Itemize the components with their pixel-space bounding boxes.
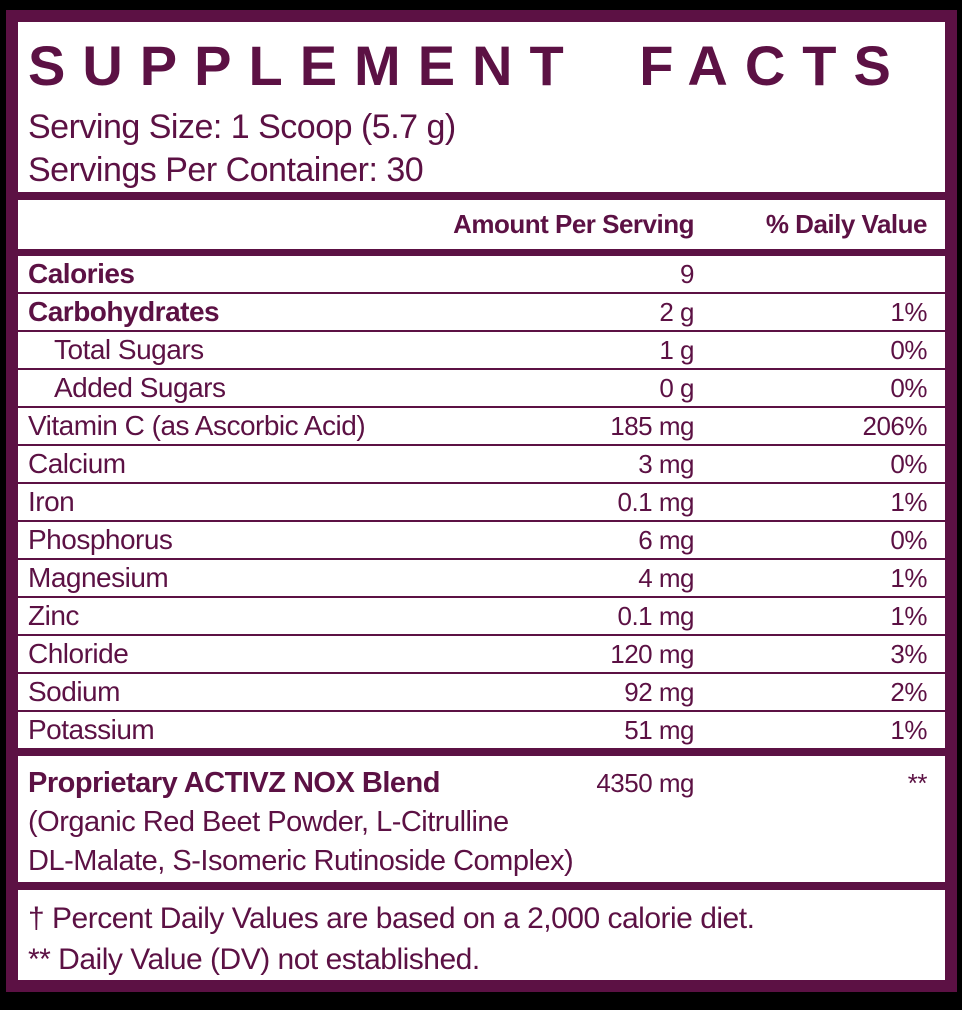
blend-ingredients-line2: DL-Malate, S-Isomeric Rutinoside Complex…	[28, 845, 574, 877]
nutrient-amount: 3 mg	[638, 448, 694, 479]
nutrient-amount: 185 mg	[610, 410, 694, 441]
proprietary-blend-panel: Proprietary ACTIVZ NOX Blend 4350 mg ** …	[18, 756, 945, 882]
nutrient-name: Carbohydrates	[28, 296, 220, 327]
nutrient-name: Phosphorus	[28, 524, 173, 555]
screenshot-background: { "title": "SUPPLEMENT FACTS", "serving"…	[0, 10, 962, 1010]
nutrient-row: Sodium 92 mg 2%	[18, 672, 945, 710]
nutrient-table-body: Calories 9 Carbohydrates 2 g 1% Total Su…	[18, 256, 945, 748]
nutrient-name: Chloride	[28, 638, 129, 669]
nutrient-amount: 120 mg	[610, 638, 694, 669]
nutrient-row: Chloride 120 mg 3%	[18, 634, 945, 672]
nutrient-row: Potassium 51 mg 1%	[18, 710, 945, 748]
nutrient-daily-value: 0%	[890, 524, 927, 555]
blend-ingredients-line1: (Organic Red Beet Powder, L-Citrulline	[28, 806, 509, 838]
daily-value-header: % Daily Value	[765, 209, 928, 239]
nutrient-amount: 1 g	[659, 334, 694, 365]
amount-per-serving-header: Amount Per Serving	[453, 209, 694, 239]
supplement-facts-label: SUPPLEMENT FACTS Serving Size: 1 Scoop (…	[6, 10, 957, 992]
nutrient-daily-value: 2%	[890, 676, 927, 707]
blend-name: Proprietary ACTIVZ NOX Blend	[28, 767, 440, 799]
proprietary-blend-row: Proprietary ACTIVZ NOX Blend 4350 mg **	[28, 764, 928, 803]
blend-daily-value: **	[907, 768, 928, 798]
nutrient-daily-value: 1%	[890, 600, 927, 631]
nutrient-row: Phosphorus 6 mg 0%	[18, 520, 945, 558]
nutrient-daily-value: 0%	[890, 372, 927, 403]
nutrient-row: Carbohydrates 2 g 1%	[18, 292, 945, 330]
nutrient-daily-value: 0%	[890, 448, 927, 479]
footnotes-panel: † Percent Daily Values are based on a 2,…	[18, 890, 945, 980]
nutrient-row: Total Sugars 1 g 0%	[18, 330, 945, 368]
header-panel: SUPPLEMENT FACTS Serving Size: 1 Scoop (…	[18, 22, 945, 192]
dv-not-established-footnote: ** Daily Value (DV) not established.	[28, 943, 480, 976]
nutrient-amount: 0.1 mg	[617, 486, 695, 517]
nutrient-name: Total Sugars	[54, 334, 204, 365]
nutrient-name: Added Sugars	[54, 372, 226, 403]
daily-value-footnote: † Percent Daily Values are based on a 2,…	[28, 902, 755, 935]
nutrient-amount: 51 mg	[624, 714, 694, 745]
nutrient-name: Calories	[28, 258, 135, 289]
nutrient-amount: 0.1 mg	[617, 600, 695, 631]
nutrient-name: Zinc	[28, 600, 79, 631]
table-header-row: Amount Per Serving % Daily Value	[18, 200, 945, 256]
nutrient-row: Iron 0.1 mg 1%	[18, 482, 945, 520]
nutrient-daily-value: 1%	[890, 486, 927, 517]
nutrient-name: Potassium	[28, 714, 155, 745]
nutrient-amount: 9	[680, 258, 694, 289]
nutrient-amount: 4 mg	[638, 562, 694, 593]
nutrient-name: Sodium	[28, 676, 120, 707]
nutrient-row: Vitamin C (as Ascorbic Acid) 185 mg 206%	[18, 406, 945, 444]
nutrient-amount: 6 mg	[638, 524, 694, 555]
nutrient-name: Iron	[28, 486, 75, 517]
nutrient-row: Added Sugars 0 g 0%	[18, 368, 945, 406]
nutrient-amount: 92 mg	[624, 676, 694, 707]
nutrient-row: Zinc 0.1 mg 1%	[18, 596, 945, 634]
nutrient-amount: 2 g	[659, 296, 694, 327]
nutrient-daily-value: 1%	[890, 562, 927, 593]
nutrient-daily-value: 206%	[862, 410, 928, 441]
nutrient-row: Calcium 3 mg 0%	[18, 444, 945, 482]
page-title: SUPPLEMENT FACTS	[28, 34, 908, 97]
blend-amount: 4350 mg	[596, 768, 694, 798]
nutrient-table-panel: Amount Per Serving % Daily Value Calorie…	[18, 200, 945, 748]
nutrient-name: Calcium	[28, 448, 126, 479]
nutrient-daily-value: 3%	[890, 638, 927, 669]
servings-per-container-text: Servings Per Container: 30	[28, 151, 424, 189]
nutrient-name: Vitamin C (as Ascorbic Acid)	[28, 410, 366, 441]
nutrient-name: Magnesium	[28, 562, 169, 593]
nutrient-daily-value: 1%	[890, 714, 927, 745]
serving-size-text: Serving Size: 1 Scoop (5.7 g)	[28, 108, 456, 146]
nutrient-amount: 0 g	[659, 372, 694, 403]
nutrient-row: Magnesium 4 mg 1%	[18, 558, 945, 596]
nutrient-row: Calories 9	[18, 256, 945, 292]
nutrient-daily-value: 1%	[890, 296, 927, 327]
nutrient-daily-value: 0%	[890, 334, 927, 365]
